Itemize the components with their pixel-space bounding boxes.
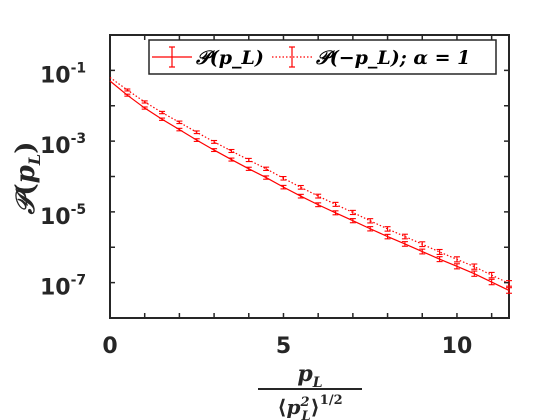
error-bar <box>315 193 322 199</box>
error-bar <box>176 120 183 125</box>
error-bar <box>349 209 356 216</box>
error-bar <box>401 241 408 247</box>
y-tick-label: 10-1 <box>40 60 86 88</box>
y-tick-label: 10-3 <box>40 131 86 159</box>
svg-text:pL: pL <box>297 361 322 391</box>
plot-area <box>109 34 512 319</box>
error-bar <box>367 226 374 232</box>
error-bar <box>453 256 460 263</box>
error-bar <box>471 263 478 270</box>
y-tick-labels: 10-1 10-3 10-5 10-7 <box>40 60 86 300</box>
error-bar <box>367 218 374 224</box>
error-bar <box>159 117 166 121</box>
error-bar <box>193 130 200 135</box>
x-tick-label: 10 <box>442 334 473 359</box>
error-bar <box>211 139 218 144</box>
error-bar <box>471 270 478 277</box>
legend-label-2: 𝒫(−p_L); α = 1 <box>315 47 470 69</box>
error-bar <box>384 226 391 232</box>
series-negative <box>109 76 512 287</box>
error-bar <box>488 271 495 279</box>
series-positive <box>109 80 512 294</box>
error-bar <box>332 210 339 216</box>
error-bar <box>141 106 148 110</box>
y-axis-label: 𝒫(pL) <box>11 142 44 216</box>
legend-box <box>148 39 497 75</box>
error-bar <box>297 193 304 199</box>
error-bar <box>436 256 443 263</box>
error-bar <box>211 148 218 153</box>
error-bar <box>124 93 131 97</box>
svg-text:⟨p2L⟩1/2: ⟨p2 L⟩1/2 <box>277 393 342 420</box>
error-bar <box>384 233 391 240</box>
error-bar <box>263 175 270 180</box>
error-bar <box>453 263 460 270</box>
legend-entry-1: 𝒫(p_L) <box>152 46 264 69</box>
error-bar <box>297 184 304 190</box>
error-bar <box>436 248 443 255</box>
y-tick-label: 10-5 <box>40 202 86 230</box>
error-bar <box>141 100 148 104</box>
error-bar <box>401 233 408 240</box>
x-tick-label: 5 <box>276 334 291 359</box>
error-bar <box>280 175 287 181</box>
error-bar <box>419 241 426 248</box>
error-bar <box>506 287 512 294</box>
error-bar <box>228 157 235 162</box>
error-bar <box>280 184 287 190</box>
series-layer <box>109 76 512 294</box>
error-bar <box>419 248 426 255</box>
error-bar <box>245 157 252 163</box>
error-bar <box>228 148 235 154</box>
error-bar <box>176 127 183 132</box>
x-tick-label: 0 <box>102 334 117 359</box>
legend: 𝒫(p_L) 𝒫(−p_L); α = 1 <box>148 39 497 75</box>
plot-frame <box>109 34 510 319</box>
error-bar <box>332 201 339 207</box>
error-bar <box>245 166 252 171</box>
legend-label-1: 𝒫(p_L) <box>195 47 264 69</box>
error-bar <box>506 280 512 287</box>
error-bar <box>349 218 356 224</box>
x-tick-labels: 0 5 10 <box>102 334 472 359</box>
error-bar <box>263 166 270 172</box>
error-bar <box>315 202 322 208</box>
error-bar <box>193 138 200 142</box>
y-tick-label: 10-7 <box>40 273 86 301</box>
legend-entry-2: 𝒫(−p_L); α = 1 <box>272 46 470 69</box>
svg-text:𝒫(pL): 𝒫(pL) <box>11 142 44 216</box>
error-bar <box>159 110 166 115</box>
x-axis-label: pL ⟨p2 L⟩1/2 <box>258 361 362 420</box>
error-bar <box>488 278 495 286</box>
tick-marks <box>109 34 509 319</box>
error-bar <box>124 88 131 92</box>
